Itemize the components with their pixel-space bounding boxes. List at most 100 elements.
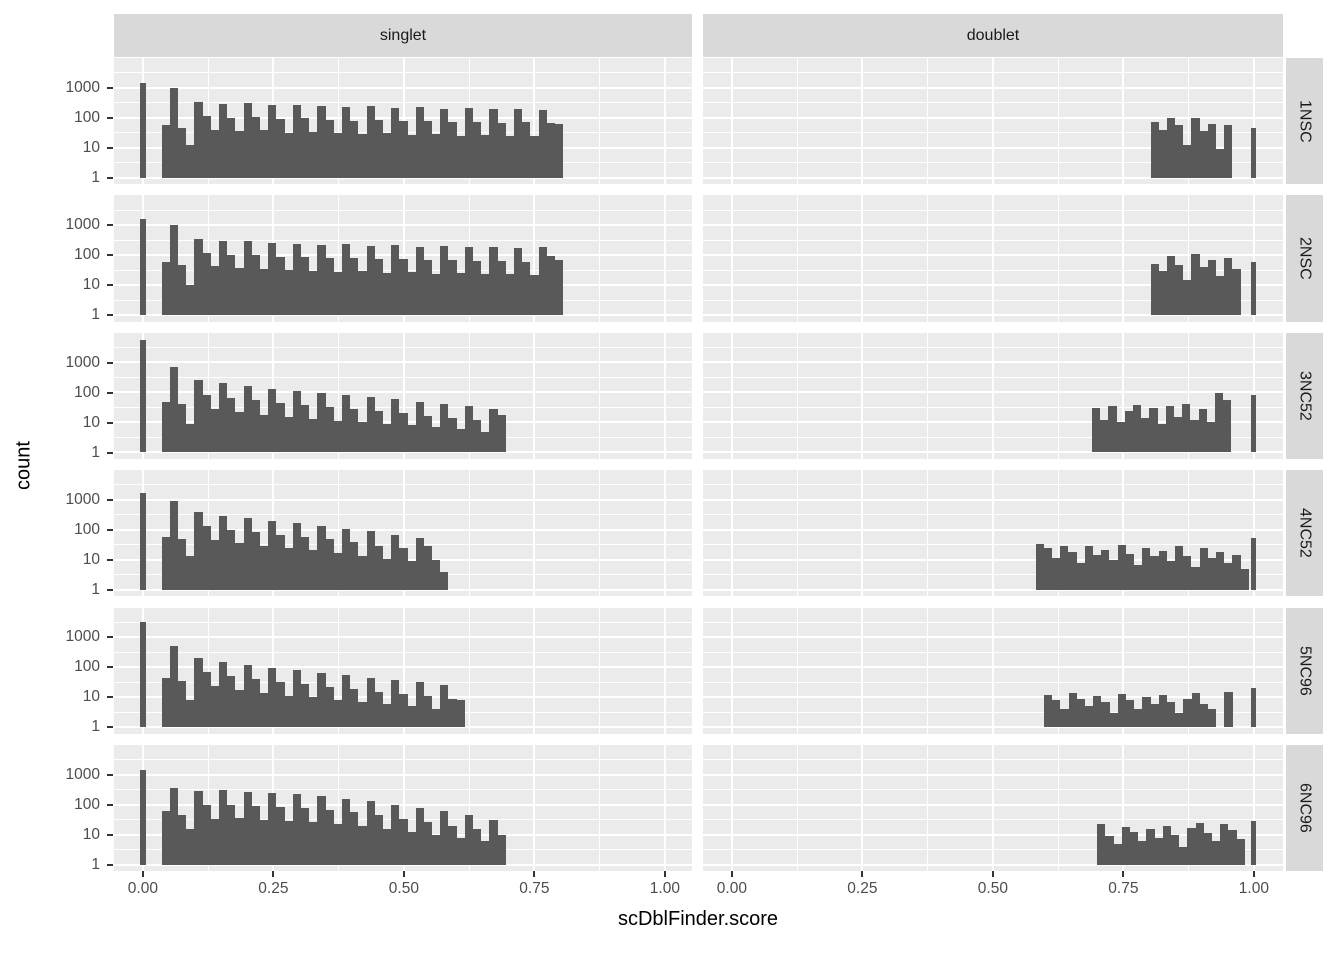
histogram-bar <box>1195 822 1204 865</box>
histogram-bar <box>309 550 318 590</box>
major-gridline-v <box>861 195 864 322</box>
histogram-bar <box>1207 259 1217 316</box>
histogram-bar <box>1191 566 1200 590</box>
major-gridline-v <box>861 745 864 872</box>
histogram-bar <box>497 834 506 865</box>
histogram-bar <box>1191 253 1200 316</box>
histogram-bar <box>300 118 310 178</box>
histogram-bar <box>325 407 334 453</box>
histogram-bar <box>514 108 523 178</box>
x-tick-mark <box>1122 871 1125 878</box>
minor-gridline-v <box>599 607 601 734</box>
histogram-bar <box>300 405 310 453</box>
x-tick-label: 0.75 <box>519 880 550 898</box>
histogram-bar <box>227 804 236 865</box>
histogram-bar <box>219 103 228 178</box>
histogram-bar <box>1214 393 1224 453</box>
minor-gridline-v <box>1188 607 1190 734</box>
histogram-bar <box>260 819 269 865</box>
histogram-bar <box>366 801 375 865</box>
histogram-bar <box>489 246 498 316</box>
minor-gridline-v <box>927 745 929 872</box>
histogram-bar <box>399 413 408 453</box>
histogram-bar <box>186 145 195 178</box>
y-tick-mark <box>107 146 113 149</box>
panel-6NC96-doublet <box>703 745 1283 872</box>
major-gridline-v <box>402 332 405 460</box>
histogram-bar <box>1191 117 1200 178</box>
histogram-bar <box>169 224 179 316</box>
histogram-bar <box>350 688 359 728</box>
histogram-bar <box>1174 546 1184 590</box>
histogram-bar <box>243 792 252 865</box>
y-tick-mark <box>107 421 113 424</box>
histogram-bar <box>358 271 367 316</box>
major-gridline-v <box>533 58 536 185</box>
histogram-bar <box>1117 544 1126 590</box>
histogram-bar <box>284 417 293 453</box>
histogram-bar <box>415 682 424 728</box>
histogram-bar <box>440 403 449 453</box>
minor-gridline-v <box>796 607 798 734</box>
histogram-bar <box>292 243 301 316</box>
histogram-bar <box>538 247 547 316</box>
y-tick-label: 100 <box>74 795 100 813</box>
y-tick-label: 1 <box>91 168 100 186</box>
minor-gridline-v <box>599 195 601 322</box>
histogram-bar <box>1224 125 1233 178</box>
histogram-bar <box>1133 405 1142 453</box>
major-gridline-v <box>1252 58 1255 185</box>
histogram-bar <box>300 257 310 316</box>
panel-3NC52-singlet <box>114 332 692 460</box>
histogram-bar <box>161 677 170 728</box>
histogram-bar <box>1207 709 1217 728</box>
major-gridline-v <box>730 332 733 460</box>
histogram-bar <box>1203 833 1212 865</box>
histogram-bar <box>194 791 203 865</box>
histogram-bar <box>1190 420 1199 453</box>
histogram-bar <box>227 398 236 453</box>
histogram-bar <box>350 542 359 590</box>
histogram-bar <box>366 106 375 178</box>
x-tick-mark <box>402 871 405 878</box>
histogram-bar <box>325 539 334 590</box>
histogram-bar <box>1236 839 1245 865</box>
histogram-bar <box>1224 692 1233 728</box>
histogram-bar <box>292 670 301 728</box>
facet-strip-row-5NC96: 5NC96 <box>1286 607 1323 734</box>
major-gridline-v <box>533 470 536 597</box>
histogram-bar <box>1228 830 1237 865</box>
histogram-bar-extra <box>1251 688 1257 728</box>
histogram-bar <box>415 537 424 590</box>
histogram-bar <box>1220 824 1229 865</box>
histogram-bar <box>391 804 400 865</box>
histogram-bar <box>366 531 375 590</box>
minor-gridline-v <box>1057 195 1059 322</box>
y-tick-mark <box>107 726 113 729</box>
histogram-bar <box>546 123 556 178</box>
major-gridline-v <box>663 195 666 322</box>
histogram-bar <box>391 108 400 178</box>
minor-gridline-v <box>338 470 340 597</box>
histogram-bar <box>178 128 187 178</box>
histogram-bar <box>358 134 367 178</box>
histogram-bar <box>1150 264 1159 316</box>
histogram-bar <box>251 806 260 865</box>
major-gridline-v <box>730 195 733 322</box>
histogram-bar <box>1117 693 1126 728</box>
minor-gridline-v <box>468 332 470 460</box>
histogram-bar <box>178 680 187 728</box>
histogram-bar <box>456 135 465 178</box>
major-gridline-v <box>991 745 994 872</box>
x-tick-mark <box>663 871 666 878</box>
histogram-bar <box>456 273 465 316</box>
y-tick-mark <box>107 773 113 776</box>
major-gridline-v <box>1122 332 1125 460</box>
histogram-bar <box>1130 832 1139 865</box>
x-tick-mark <box>991 871 994 878</box>
facet-strip-row-3NC52: 3NC52 <box>1286 332 1323 460</box>
y-tick-mark <box>107 803 113 806</box>
histogram-bar <box>325 119 334 178</box>
panel-2NSC-doublet <box>703 195 1283 322</box>
histogram-bar <box>194 512 203 590</box>
